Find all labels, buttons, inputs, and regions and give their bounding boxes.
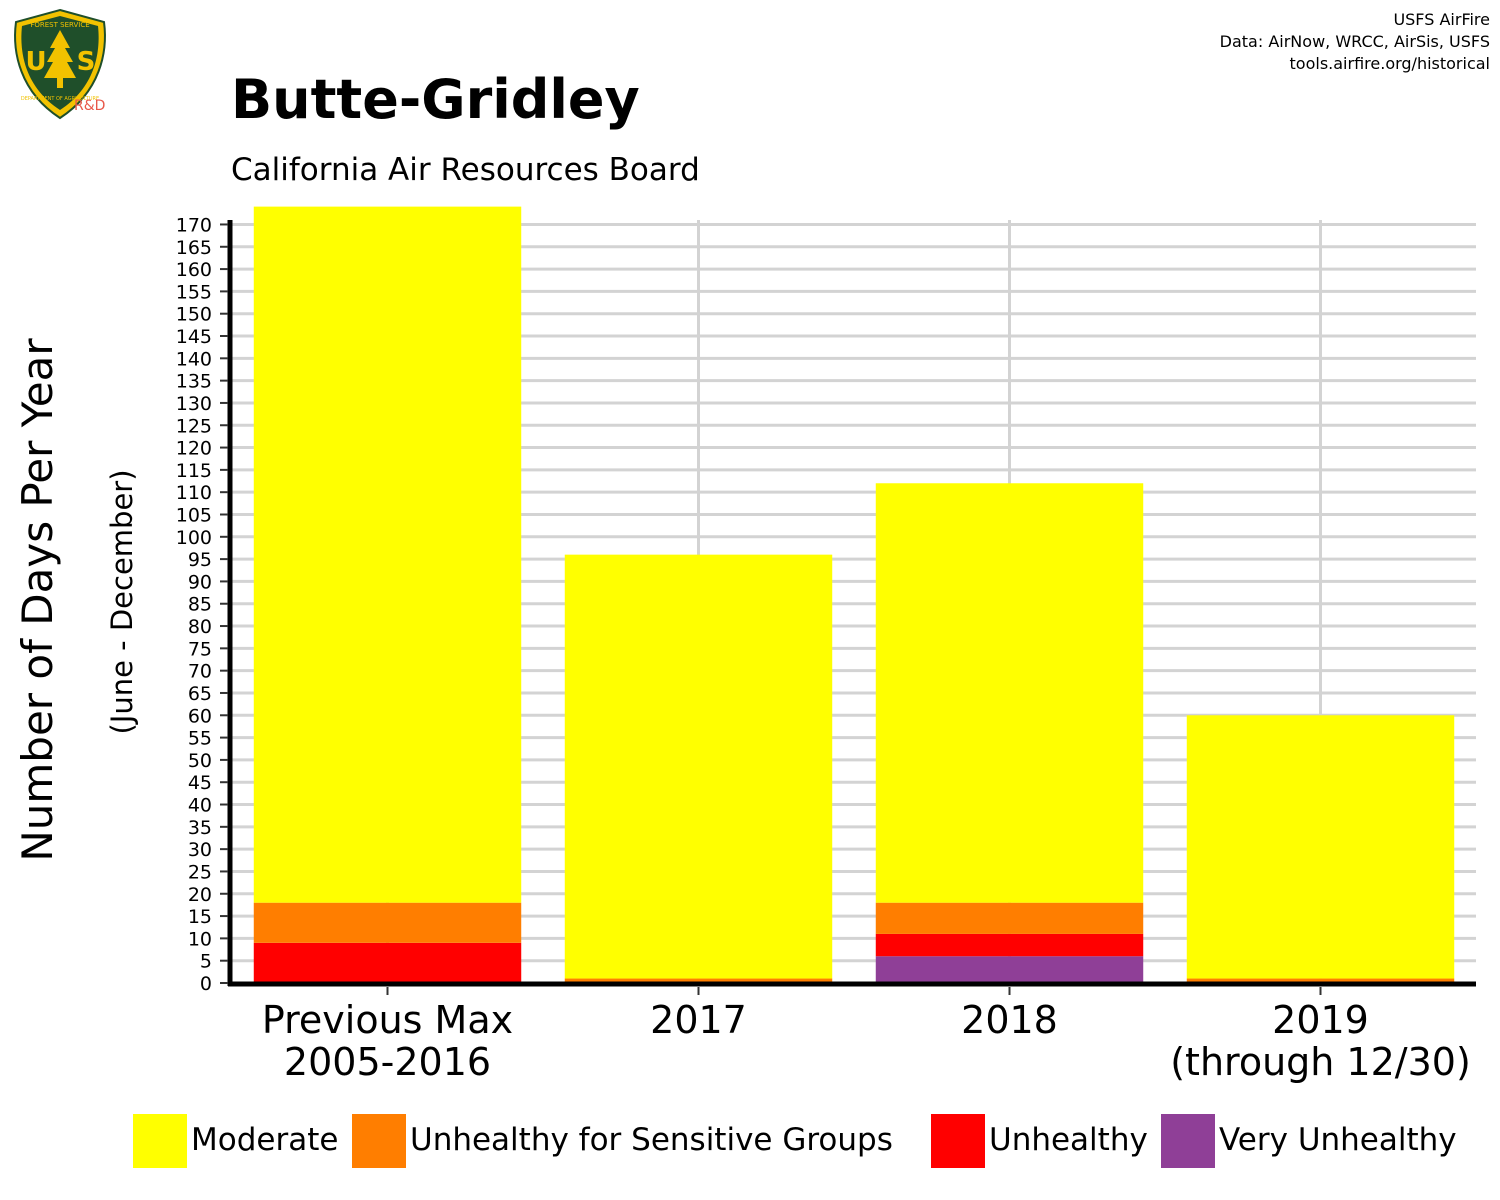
bar-segment-unhealthy-for-sensitive-groups xyxy=(1186,978,1455,983)
svg-text:S: S xyxy=(77,47,96,77)
svg-text:U: U xyxy=(25,47,46,77)
y-tick-label: 150 xyxy=(176,304,212,326)
y-tick-label: 165 xyxy=(176,237,212,259)
y-tick-label: 45 xyxy=(188,772,212,794)
y-tick-label: 50 xyxy=(188,750,212,772)
x-tick-label: 2018 xyxy=(961,998,1058,1042)
y-tick-label: 40 xyxy=(188,795,212,817)
y-tick-label: 145 xyxy=(176,326,212,348)
y-tick-label: 55 xyxy=(188,728,212,750)
x-tick-label: Previous Max xyxy=(262,998,513,1042)
credits-line-3: tools.airfire.org/historical xyxy=(1289,54,1490,73)
y-tick-label: 100 xyxy=(176,527,212,549)
usfs-shield-logo: U S FOREST SERVICE DEPARTMENT OF AGRICUL… xyxy=(14,8,106,120)
x-tick-label: 2019 xyxy=(1272,998,1369,1042)
bar-segment-unhealthy-for-sensitive-groups xyxy=(253,902,522,943)
bar-segment-moderate xyxy=(1186,715,1455,979)
y-tick-label: 125 xyxy=(176,415,212,437)
y-tick-label: 120 xyxy=(176,438,212,460)
x-tick-label: 2017 xyxy=(650,998,747,1042)
y-tick-label: 85 xyxy=(188,594,212,616)
y-tick-label: 30 xyxy=(188,839,212,861)
y-tick-label: 95 xyxy=(188,549,212,571)
legend-label: Very Unhealthy xyxy=(1219,1122,1457,1158)
legend-label: Unhealthy for Sensitive Groups xyxy=(410,1122,893,1158)
y-axis-subtitle: (June - December) xyxy=(105,469,139,734)
legend-swatch xyxy=(931,1114,985,1168)
bar-segment-moderate xyxy=(875,483,1144,903)
legend-swatch xyxy=(1161,1114,1215,1168)
y-tick-label: 65 xyxy=(188,683,212,705)
y-tick-label: 5 xyxy=(200,951,212,973)
chart-subtitle: California Air Resources Board xyxy=(231,152,700,188)
credits-line-1: USFS AirFire xyxy=(1393,10,1490,29)
y-tick-label: 130 xyxy=(176,393,212,415)
y-tick-label: 80 xyxy=(188,616,212,638)
y-tick-label: 35 xyxy=(188,817,212,839)
legend-label: Unhealthy xyxy=(989,1122,1148,1158)
legend-swatch xyxy=(133,1114,187,1168)
logo-top-text: FOREST SERVICE xyxy=(30,21,89,29)
x-tick-label: (through 12/30) xyxy=(1170,1040,1471,1084)
y-tick-label: 110 xyxy=(176,482,212,504)
legend: Moderate Unhealthy for Sensitive Groups Un… xyxy=(0,1114,1500,1168)
y-tick-label: 0 xyxy=(200,973,212,995)
y-tick-label: 105 xyxy=(176,504,212,526)
y-tick-label: 160 xyxy=(176,259,212,281)
y-tick-label: 170 xyxy=(176,214,212,236)
chart-title: Butte-Gridley xyxy=(231,68,640,131)
y-tick-label: 70 xyxy=(188,661,212,683)
y-tick-label: 155 xyxy=(176,281,212,303)
legend-label: Moderate xyxy=(191,1122,339,1158)
y-tick-label: 115 xyxy=(176,460,212,482)
bar-segment-very-unhealthy xyxy=(875,956,1144,983)
y-axis-title: Number of Days Per Year xyxy=(13,338,62,862)
bar-segment-unhealthy-for-sensitive-groups xyxy=(564,978,833,983)
legend-swatch xyxy=(352,1114,406,1168)
credits-line-2: Data: AirNow, WRCC, AirSis, USFS xyxy=(1219,32,1490,51)
bar-segment-unhealthy xyxy=(253,942,522,983)
y-tick-label: 60 xyxy=(188,705,212,727)
bar-segment-moderate xyxy=(253,206,522,903)
bar-segment-unhealthy-for-sensitive-groups xyxy=(875,902,1144,934)
y-tick-label: 75 xyxy=(188,638,212,660)
y-tick-label: 10 xyxy=(188,928,212,950)
y-tick-label: 135 xyxy=(176,371,212,393)
x-tick-label: 2005-2016 xyxy=(284,1040,491,1084)
y-tick-label: 15 xyxy=(188,906,212,928)
logo-rd-label: R&D xyxy=(74,98,106,114)
bar-segment-unhealthy xyxy=(875,933,1144,957)
y-tick-label: 25 xyxy=(188,861,212,883)
y-tick-label: 140 xyxy=(176,348,212,370)
y-tick-label: 20 xyxy=(188,884,212,906)
y-tick-label: 90 xyxy=(188,571,212,593)
credits: USFS AirFire Data: AirNow, WRCC, AirSis,… xyxy=(1220,9,1490,75)
bar-segment-moderate xyxy=(564,554,833,979)
logo-bottom-text: DEPARTMENT OF AGRICULTURE xyxy=(21,96,99,102)
